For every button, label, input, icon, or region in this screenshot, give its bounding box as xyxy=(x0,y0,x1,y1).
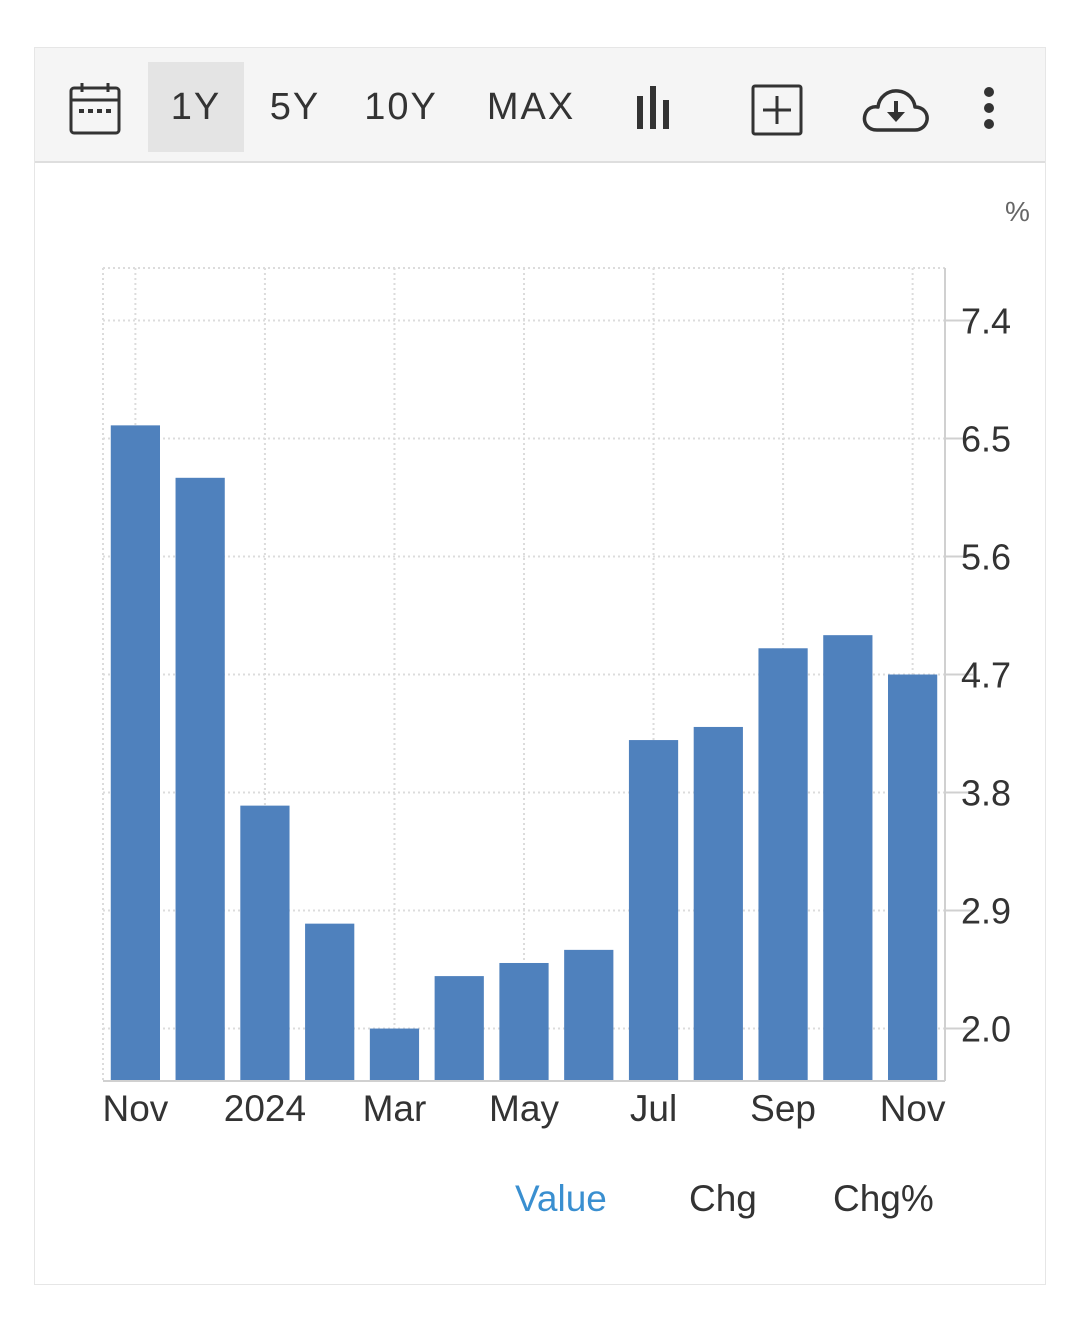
chart-card: 1Y 5Y 10Y MAX % 2.0 2.9 3.8 4.7 5.6 6.5 7 xyxy=(34,47,1046,1285)
x-tick-label: Mar xyxy=(363,1088,427,1129)
period-10y-button[interactable]: 10Y xyxy=(364,85,438,128)
bar xyxy=(499,962,549,1081)
x-tick-label: Nov xyxy=(880,1088,946,1129)
bar xyxy=(693,726,743,1081)
chart-toolbar: 1Y 5Y 10Y MAX xyxy=(35,48,1045,163)
y-tick-label: 4.7 xyxy=(961,655,1011,696)
bar xyxy=(434,976,484,1081)
tab-value[interactable]: Value xyxy=(515,1178,607,1219)
bar xyxy=(888,674,938,1081)
x-tick-label: Sep xyxy=(750,1088,816,1129)
bar xyxy=(305,923,355,1081)
y-tick-label: 7.4 xyxy=(961,300,1011,341)
x-tick-label: 2024 xyxy=(224,1088,306,1129)
unit-label: % xyxy=(1005,196,1030,227)
bar xyxy=(628,740,679,1081)
y-tick-label: 2.9 xyxy=(961,891,1011,932)
period-5y-button[interactable]: 5Y xyxy=(269,85,321,128)
bar-chart-icon[interactable] xyxy=(635,84,679,130)
bar xyxy=(564,949,614,1081)
y-tick-label: 2.0 xyxy=(961,1009,1011,1050)
period-1y-button[interactable]: 1Y xyxy=(148,62,244,152)
bar xyxy=(369,1028,420,1081)
bar xyxy=(110,425,160,1081)
x-tick-label: Jul xyxy=(630,1088,677,1129)
tab-chg[interactable]: Chg xyxy=(689,1178,757,1219)
calendar-icon[interactable] xyxy=(69,82,121,136)
cloud-download-icon[interactable] xyxy=(861,86,931,134)
bar xyxy=(758,648,808,1081)
bar xyxy=(823,635,873,1081)
y-tick-label: 6.5 xyxy=(961,418,1011,459)
y-tick-label: 5.6 xyxy=(961,536,1011,577)
add-box-icon[interactable] xyxy=(751,84,805,138)
period-max-button[interactable]: MAX xyxy=(486,85,576,128)
more-vert-icon[interactable] xyxy=(979,86,999,132)
tab-chg-percent[interactable]: Chg% xyxy=(833,1178,934,1219)
bar xyxy=(175,477,225,1081)
bar xyxy=(240,805,290,1081)
bar-chart: 2.0 2.9 3.8 4.7 5.6 6.5 7.4 Nov 2024 Mar May Jul Sep… xyxy=(102,267,1011,1129)
x-tick-label: Nov xyxy=(102,1088,168,1129)
y-tick-label: 3.8 xyxy=(961,773,1011,814)
x-tick-label: May xyxy=(489,1088,559,1129)
